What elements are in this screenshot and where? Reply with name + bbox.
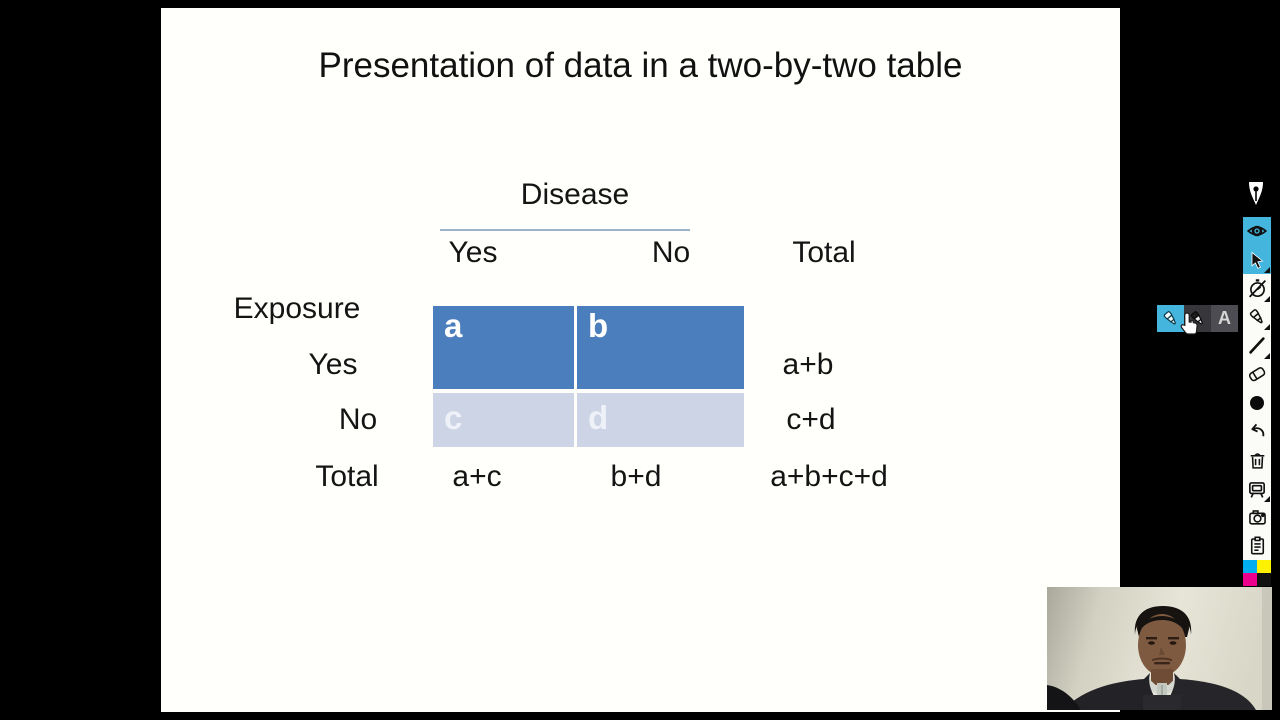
- line-icon[interactable]: [1243, 331, 1271, 360]
- text-tool-option[interactable]: A: [1211, 305, 1238, 332]
- marker-icon[interactable]: [1243, 303, 1271, 332]
- disease-underline: [440, 229, 690, 231]
- cell-a: a: [433, 306, 574, 389]
- slide-title: Presentation of data in a two-by-two tab…: [318, 46, 963, 85]
- swatch-black[interactable]: [1257, 573, 1271, 587]
- total-a-plus-c: a+c: [452, 460, 502, 493]
- cell-b-label: b: [588, 307, 609, 344]
- col-header-yes: Yes: [448, 236, 498, 269]
- table-row-unexposed: c d: [433, 393, 744, 447]
- cell-d-label: d: [588, 399, 609, 436]
- cell-d: d: [577, 393, 744, 447]
- eye-icon[interactable]: [1243, 217, 1271, 246]
- cell-a-label: a: [444, 307, 463, 344]
- presenter-video: [1047, 587, 1272, 710]
- total-a-plus-b: a+b: [782, 348, 834, 381]
- cursor-icon[interactable]: [1243, 245, 1271, 275]
- cell-b: b: [577, 306, 744, 389]
- row-header-total: Total: [315, 460, 379, 493]
- trash-icon[interactable]: [1243, 446, 1271, 475]
- total-c-plus-d: c+d: [786, 403, 836, 436]
- stopwatch-off-icon[interactable]: [1243, 274, 1271, 303]
- cell-c: c: [433, 393, 574, 447]
- swatch-cyan[interactable]: [1243, 560, 1257, 574]
- cell-c-label: c: [444, 399, 463, 436]
- grand-total: a+b+c+d: [770, 460, 888, 493]
- row-header-no: No: [338, 403, 378, 436]
- camera-icon[interactable]: [1243, 503, 1271, 532]
- presentation-slide: Presentation of data in a two-by-two tab…: [161, 8, 1120, 712]
- text-tool-label: A: [1218, 308, 1231, 328]
- swatch-magenta[interactable]: [1243, 573, 1257, 587]
- pen-tool-option[interactable]: [1157, 305, 1184, 332]
- undo-icon[interactable]: [1243, 417, 1271, 446]
- annotation-toolbar: [1243, 217, 1271, 587]
- exposure-header: Exposure: [233, 292, 361, 325]
- row-header-yes: Yes: [308, 348, 358, 381]
- disease-header: Disease: [520, 178, 630, 211]
- dot-icon[interactable]: [1243, 389, 1271, 418]
- col-header-no: No: [651, 236, 691, 269]
- swatch-yellow[interactable]: [1257, 560, 1271, 574]
- highlighter-tool-option[interactable]: [1184, 305, 1211, 332]
- total-b-plus-d: b+d: [610, 460, 662, 493]
- pen-flyout: A: [1157, 305, 1238, 332]
- col-header-total: Total: [792, 236, 856, 269]
- clipboard-icon[interactable]: [1243, 532, 1271, 561]
- color-palette[interactable]: [1243, 560, 1271, 587]
- eraser-icon[interactable]: [1243, 360, 1271, 389]
- pen-nib-icon: [1244, 179, 1268, 209]
- whiteboard-icon[interactable]: [1243, 474, 1271, 503]
- webcam-overlay: [1047, 587, 1272, 710]
- table-row-exposed: a b: [433, 306, 744, 389]
